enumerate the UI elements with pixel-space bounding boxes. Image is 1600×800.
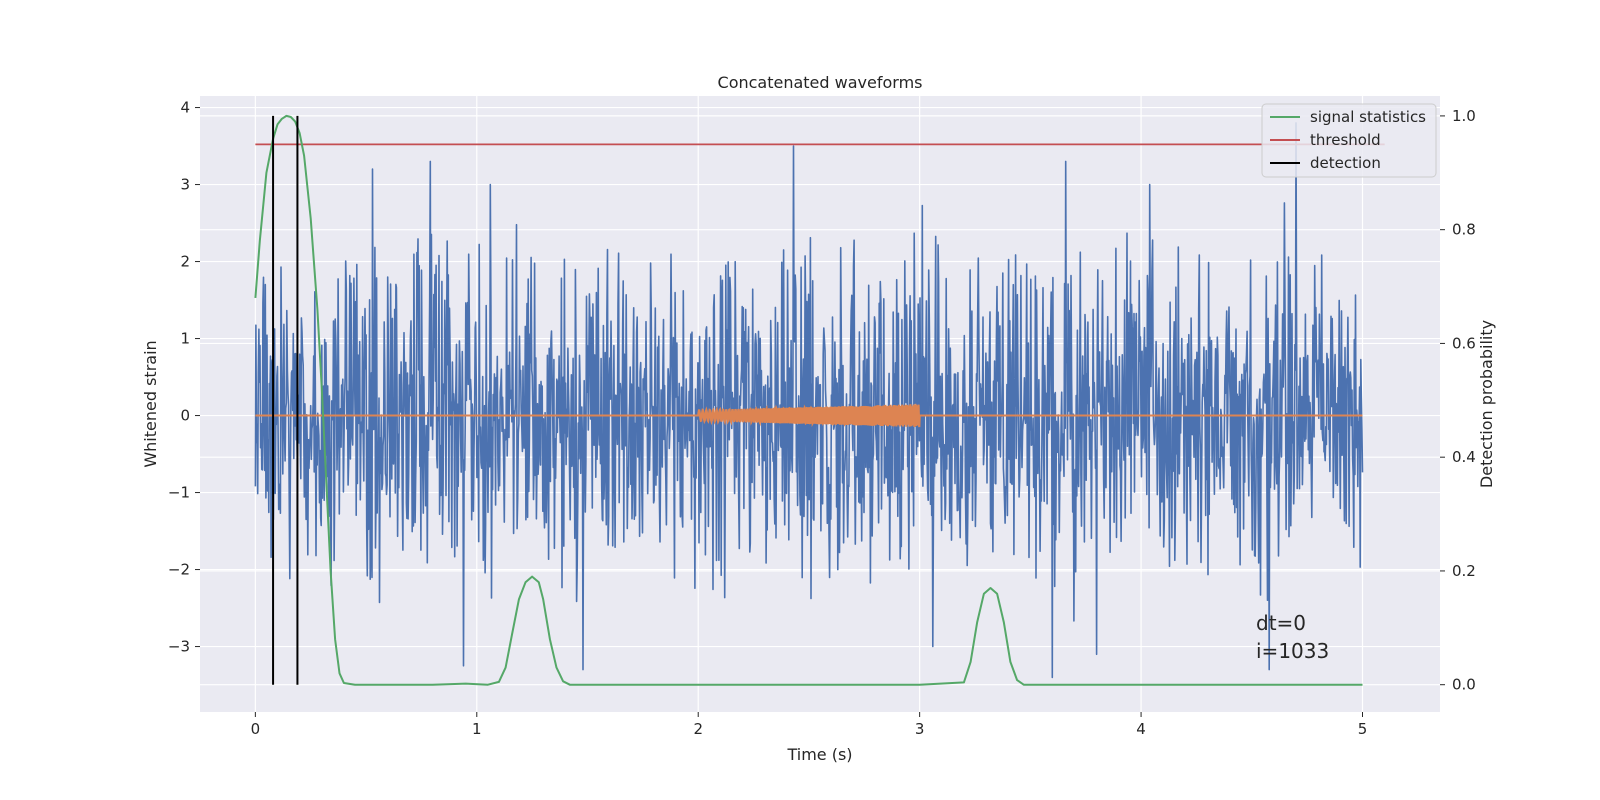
y2-tick-label-2: 0.4: [1452, 448, 1476, 466]
detection-series: [272, 115, 299, 685]
legend: signal statistics threshold detection: [1261, 103, 1437, 178]
legend-label-detection: detection: [1310, 154, 1381, 172]
chart-title: Concatenated waveforms: [718, 73, 923, 92]
x-axis: 0 1 2 3 4 5: [251, 712, 1368, 738]
x-tick-label-5: 5: [1358, 720, 1368, 738]
y-tick-label-3: 0: [180, 407, 190, 425]
signal-statistics-series: [254, 114, 1363, 686]
template-chirp: [697, 402, 921, 428]
signal-statistics-line: [254, 114, 1363, 686]
y-tick-label-5: 2: [180, 253, 190, 271]
y-tick-label-2: −1: [168, 484, 190, 502]
legend-label-threshold: threshold: [1310, 131, 1381, 149]
x-tick-label-0: 0: [251, 720, 261, 738]
y2-tick-label-5: 1.0: [1452, 107, 1476, 125]
annotation-i: i=1033: [1256, 639, 1329, 663]
y2-tick-label-4: 0.8: [1452, 221, 1476, 239]
y-tick-label-7: 4: [180, 99, 190, 117]
x-axis-title: Time (s): [786, 745, 852, 764]
x-tick-label-3: 3: [915, 720, 925, 738]
legend-box: [1261, 103, 1437, 178]
y-tick-label-6: 3: [180, 176, 190, 194]
x-tick-label-1: 1: [472, 720, 482, 738]
x-tick-label-2: 2: [693, 720, 703, 738]
y2-tick-label-1: 0.2: [1452, 562, 1476, 580]
strain-line: [254, 122, 1364, 679]
y-axis-right: 0.0 0.2 0.4 0.6 0.8 1.0: [1440, 107, 1476, 694]
y2-tick-label-3: 0.6: [1452, 334, 1476, 352]
y-axis-left: −3 −2 −1 0 1 2 3 4: [168, 99, 200, 656]
x-tick-label-4: 4: [1136, 720, 1146, 738]
y-axis-title: Whitened strain: [141, 340, 160, 467]
y-tick-label-4: 1: [180, 330, 190, 348]
y-tick-label-0: −3: [168, 638, 190, 656]
strain-series: [254, 122, 1364, 679]
annotation-dt: dt=0: [1256, 611, 1306, 635]
legend-label-signal-statistics: signal statistics: [1310, 108, 1426, 126]
y-tick-label-1: −2: [168, 561, 190, 579]
y2-tick-label-0: 0.0: [1452, 676, 1476, 694]
y2-axis-title: Detection probability: [1477, 320, 1496, 488]
template-series: [255, 402, 1363, 428]
